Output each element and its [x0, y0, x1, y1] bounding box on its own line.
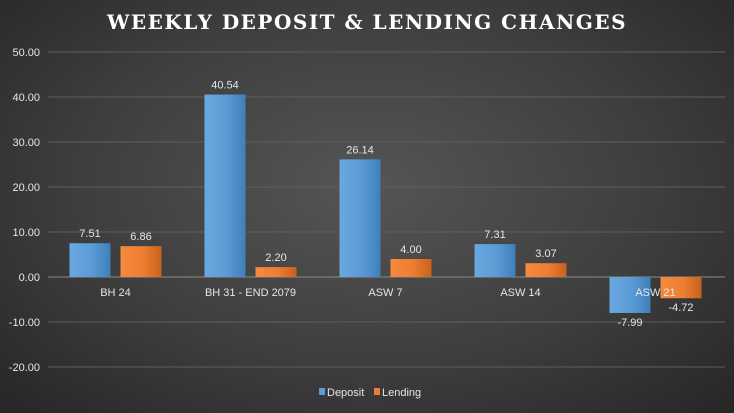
lending-bar [120, 246, 162, 277]
deposit-data-label: 7.31 [484, 229, 505, 241]
lending-data-label: 6.86 [130, 231, 151, 243]
data-labels: 7.51 6.86 40.54 2.20 26.14 4.00 7.31 3.07 -7.99 -… [79, 80, 693, 329]
lending-data-label: -4.72 [668, 302, 693, 314]
y-tick-label: 0.00 [19, 272, 40, 284]
lending-bar [525, 263, 567, 277]
lending-data-label: 3.07 [535, 248, 556, 260]
deposit-data-label: -7.99 [617, 317, 642, 329]
x-category-label: BH 31 - END 2079 [205, 287, 296, 299]
y-tick-label: -20.00 [9, 362, 40, 374]
legend-label: Deposit [327, 387, 364, 399]
deposit-bar [474, 244, 516, 277]
deposit-bar [609, 277, 651, 313]
y-tick-label: 20.00 [12, 182, 40, 194]
deposit-data-label: 40.54 [211, 80, 239, 92]
x-category-label: ASW 21 [635, 287, 675, 299]
legend-swatch [319, 388, 325, 395]
y-tick-label: 10.00 [12, 227, 40, 239]
deposit-bar [339, 159, 381, 277]
x-axis: BH 24 BH 31 - END 2079 ASW 7 ASW 14 ASW 21 [100, 287, 675, 299]
legend-swatch [374, 388, 380, 395]
deposit-bar [204, 94, 246, 277]
legend: Deposit Lending [319, 387, 421, 399]
lending-bar [660, 277, 702, 299]
chart-title: WEEKLY DEPOSIT & LENDING CHANGES [106, 10, 627, 34]
lending-data-label: 2.20 [265, 252, 286, 264]
x-category-label: BH 24 [100, 287, 131, 299]
y-tick-label: 40.00 [12, 92, 40, 104]
legend-deposit: Deposit [319, 387, 364, 399]
y-tick-label: 50.00 [12, 47, 40, 59]
legend-lending: Lending [374, 387, 421, 399]
lending-data-label: 4.00 [400, 244, 421, 256]
lending-bar [255, 267, 297, 277]
y-axis: 50.00 40.00 30.00 20.00 10.00 0.00 -10.00 -20.0… [9, 47, 40, 374]
bars [69, 94, 702, 313]
lending-bar [390, 259, 432, 277]
legend-label: Lending [382, 387, 421, 399]
x-category-label: ASW 14 [500, 287, 540, 299]
deposit-data-label: 7.51 [79, 228, 100, 240]
deposit-bar [69, 243, 111, 277]
deposit-data-label: 26.14 [346, 144, 374, 156]
x-category-label: ASW 7 [368, 287, 402, 299]
y-tick-label: -10.00 [9, 317, 40, 329]
y-tick-label: 30.00 [12, 137, 40, 149]
